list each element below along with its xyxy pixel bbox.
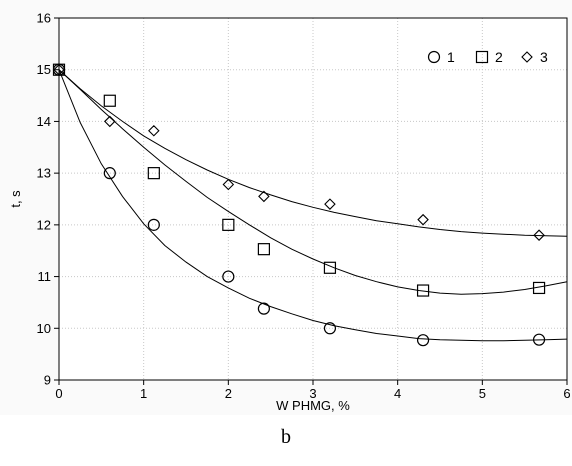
- x-tick-label: 5: [479, 386, 486, 401]
- legend: 1 2 3: [427, 49, 548, 65]
- y-axis-label: t, s: [8, 190, 23, 208]
- data-point-series-1: [323, 322, 337, 335]
- data-point-series-2: [532, 281, 546, 295]
- x-tick-label: 2: [225, 386, 232, 401]
- data-point-series-1: [147, 218, 160, 231]
- data-point-series-1: [257, 302, 270, 315]
- legend-label-2: 2: [495, 49, 503, 65]
- fit-curves: [58, 69, 568, 342]
- y-tick-label: 10: [37, 321, 51, 336]
- data-point-series-3: [104, 115, 116, 128]
- y-tick-label: 16: [37, 11, 51, 26]
- data-point-series-3: [533, 229, 545, 241]
- data-point-series-1: [416, 334, 430, 347]
- fit-curve-series-1: [58, 69, 568, 342]
- y-tick-label: 11: [38, 269, 52, 284]
- data-point-series-2: [257, 243, 270, 256]
- x-tick-label: 4: [394, 386, 401, 401]
- data-point-series-1: [532, 333, 546, 346]
- y-tick-label: 15: [37, 62, 51, 77]
- panel-caption: b: [281, 426, 291, 448]
- x-tick-label: 0: [55, 386, 62, 401]
- x-tick-label: 3: [309, 386, 316, 401]
- x-tick-label: 6: [563, 386, 570, 401]
- legend-label-1: 1: [447, 49, 455, 65]
- y-tick-label: 14: [37, 114, 51, 129]
- data-point-series-3: [417, 213, 429, 226]
- x-axis-label: W PHMG, %: [276, 398, 350, 413]
- data-point-series-2: [103, 94, 116, 107]
- data-point-series-3: [148, 124, 160, 137]
- x-tick-label: 1: [140, 386, 147, 401]
- data-point-series-2: [416, 284, 430, 297]
- data-point-series-1: [222, 270, 235, 283]
- legend-marker-3: [521, 51, 533, 63]
- legend-marker-2: [475, 50, 489, 64]
- fit-curve-series-2: [58, 69, 568, 295]
- data-point-series-2: [323, 261, 337, 274]
- data-point-series-3: [222, 178, 235, 191]
- data-point-series-2: [222, 218, 235, 231]
- legend-label-3: 3: [540, 49, 548, 65]
- y-tick-label: 13: [37, 166, 51, 181]
- fit-curve-series-3: [58, 69, 568, 237]
- data-point-series-1: [103, 167, 116, 180]
- y-tick-label: 12: [37, 217, 51, 232]
- legend-marker-1: [427, 50, 441, 64]
- y-tick-label: 9: [44, 373, 51, 388]
- data-point-series-2: [147, 167, 160, 180]
- data-point-series-3: [324, 198, 336, 210]
- data-point-series-3: [258, 190, 270, 203]
